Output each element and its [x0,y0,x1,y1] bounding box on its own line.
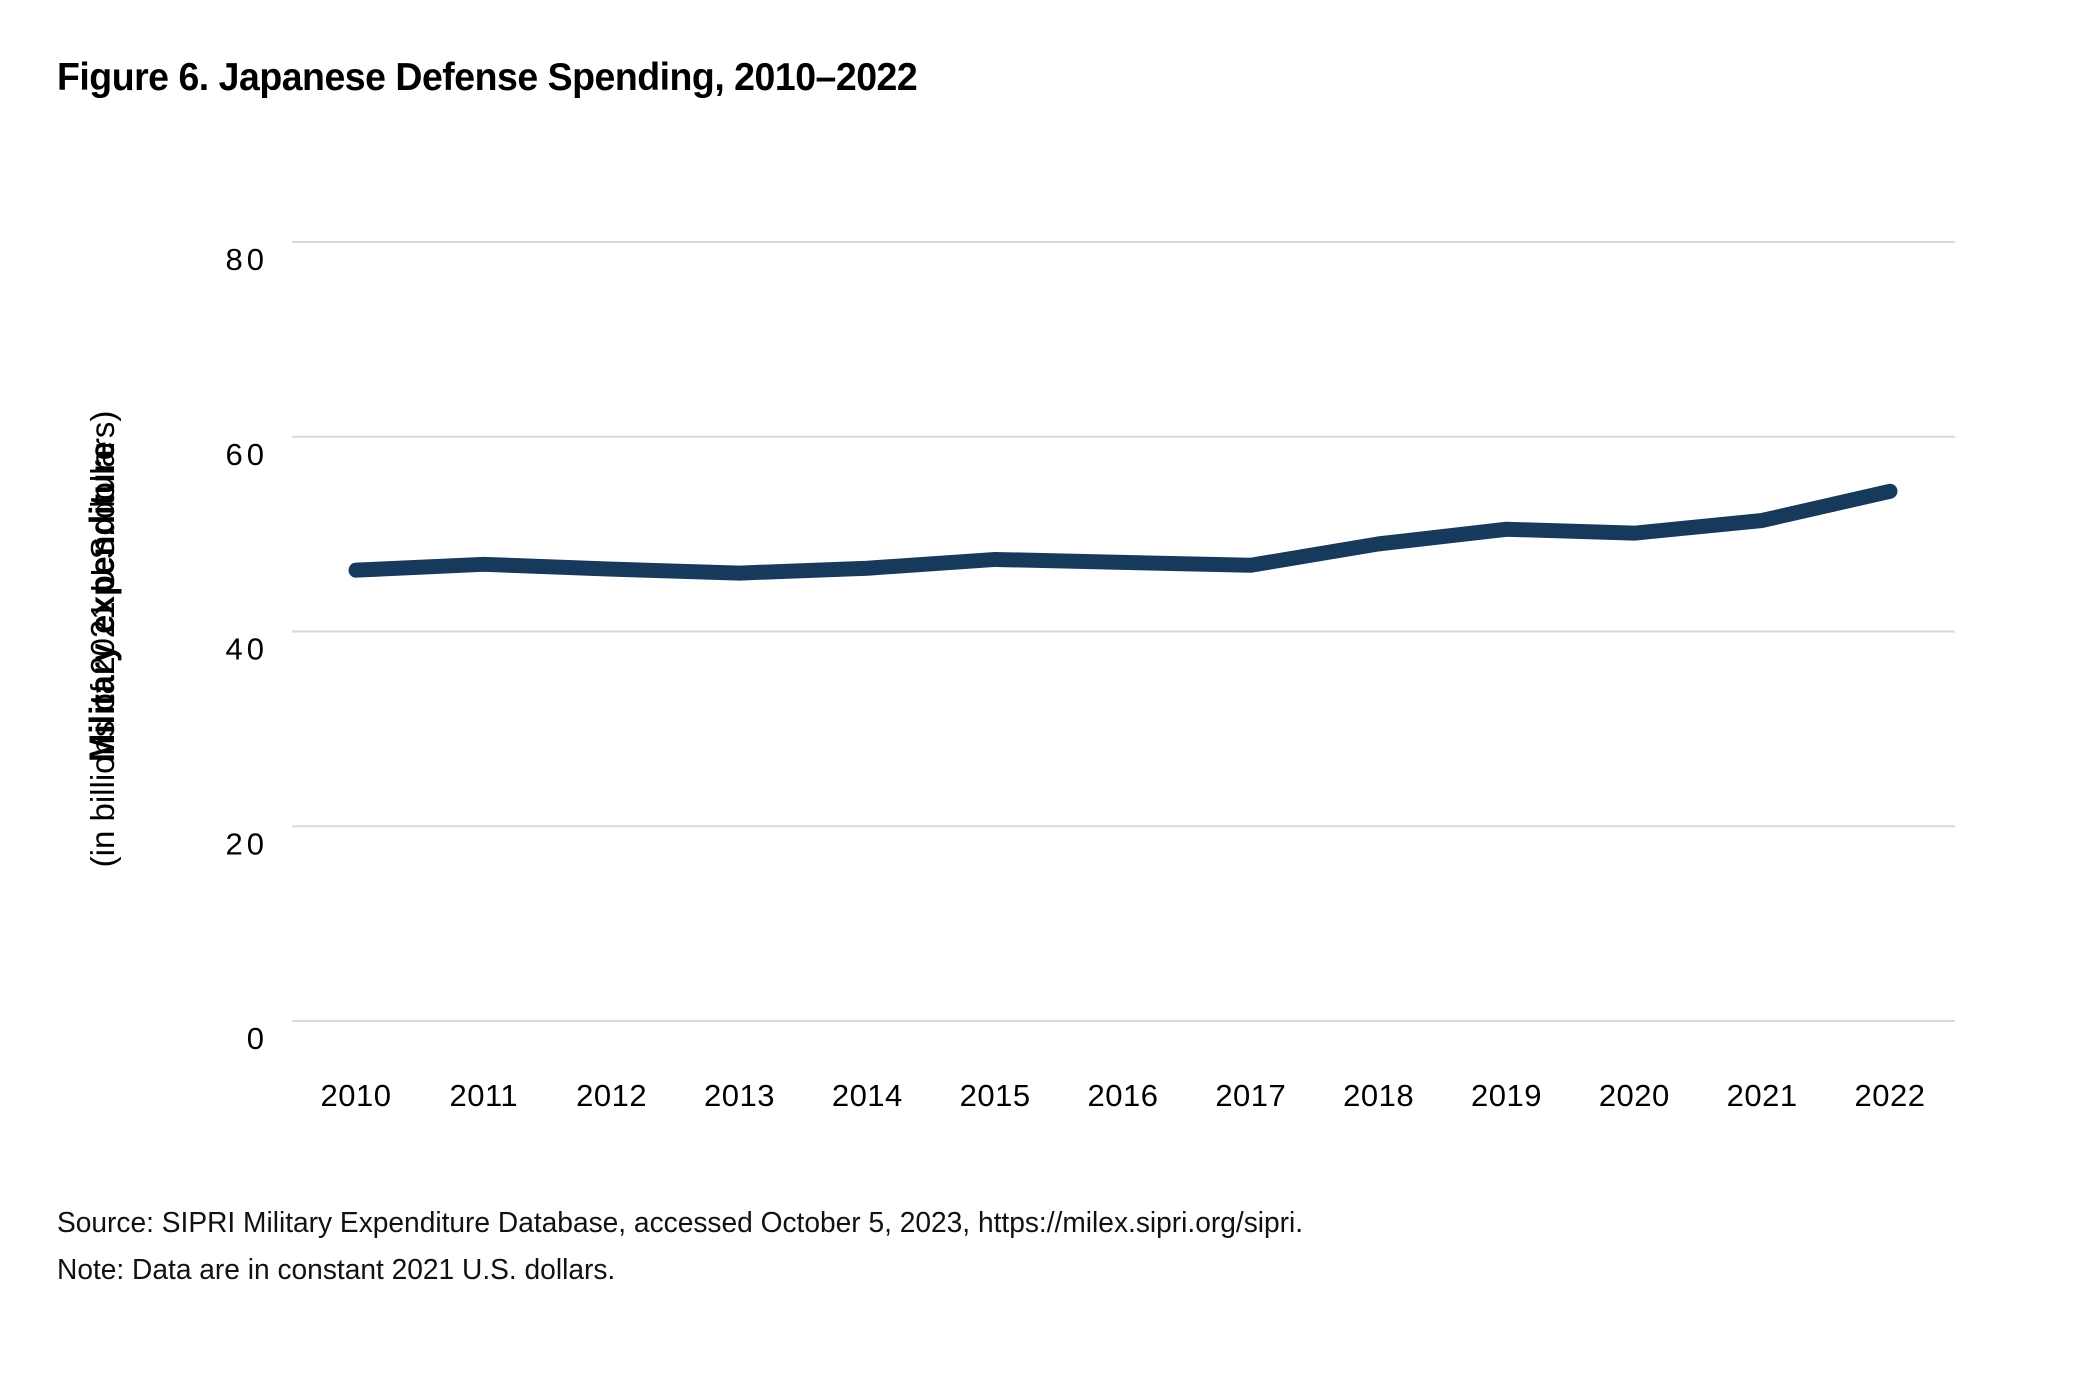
y-tick-label-20: 20 [226,826,268,861]
y-tick-label-40: 40 [226,632,268,667]
y-axis-subtitle: (in billions of 2021 U.S. dollars) [84,189,122,1089]
x-tick-label-2021: 2021 [1727,1078,1798,1113]
x-tick-label-2018: 2018 [1343,1078,1414,1113]
x-tick-label-2010: 2010 [321,1078,392,1113]
x-tick-label-2013: 2013 [704,1078,775,1113]
x-tick-label-2019: 2019 [1471,1078,1542,1113]
y-tick-label-60: 60 [226,437,268,472]
x-tick-label-2012: 2012 [576,1078,647,1113]
source-line: Source: SIPRI Military Expenditure Datab… [57,1207,1304,1239]
x-tick-label-2022: 2022 [1854,1078,1925,1113]
x-tick-label-2016: 2016 [1087,1078,1158,1113]
x-tick-label-2017: 2017 [1215,1078,1286,1113]
source-note-block: Source: SIPRI Military Expenditure Datab… [57,1200,1303,1294]
note-line: Note: Data are in constant 2021 U.S. dol… [57,1254,616,1286]
figure-title: Figure 6. Japanese Defense Spending, 201… [57,56,918,99]
y-axis-subtitle-text: (in billions of 2021 U.S. dollars) [84,410,121,868]
x-tick-label-2020: 2020 [1599,1078,1670,1113]
y-tick-label-80: 80 [226,242,268,277]
x-tick-label-2014: 2014 [832,1078,903,1113]
x-tick-label-2015: 2015 [960,1078,1031,1113]
x-tick-label-2011: 2011 [449,1078,518,1113]
y-tick-label-0: 0 [247,1021,268,1056]
data-line-japan-military-expenditure [348,483,1898,581]
